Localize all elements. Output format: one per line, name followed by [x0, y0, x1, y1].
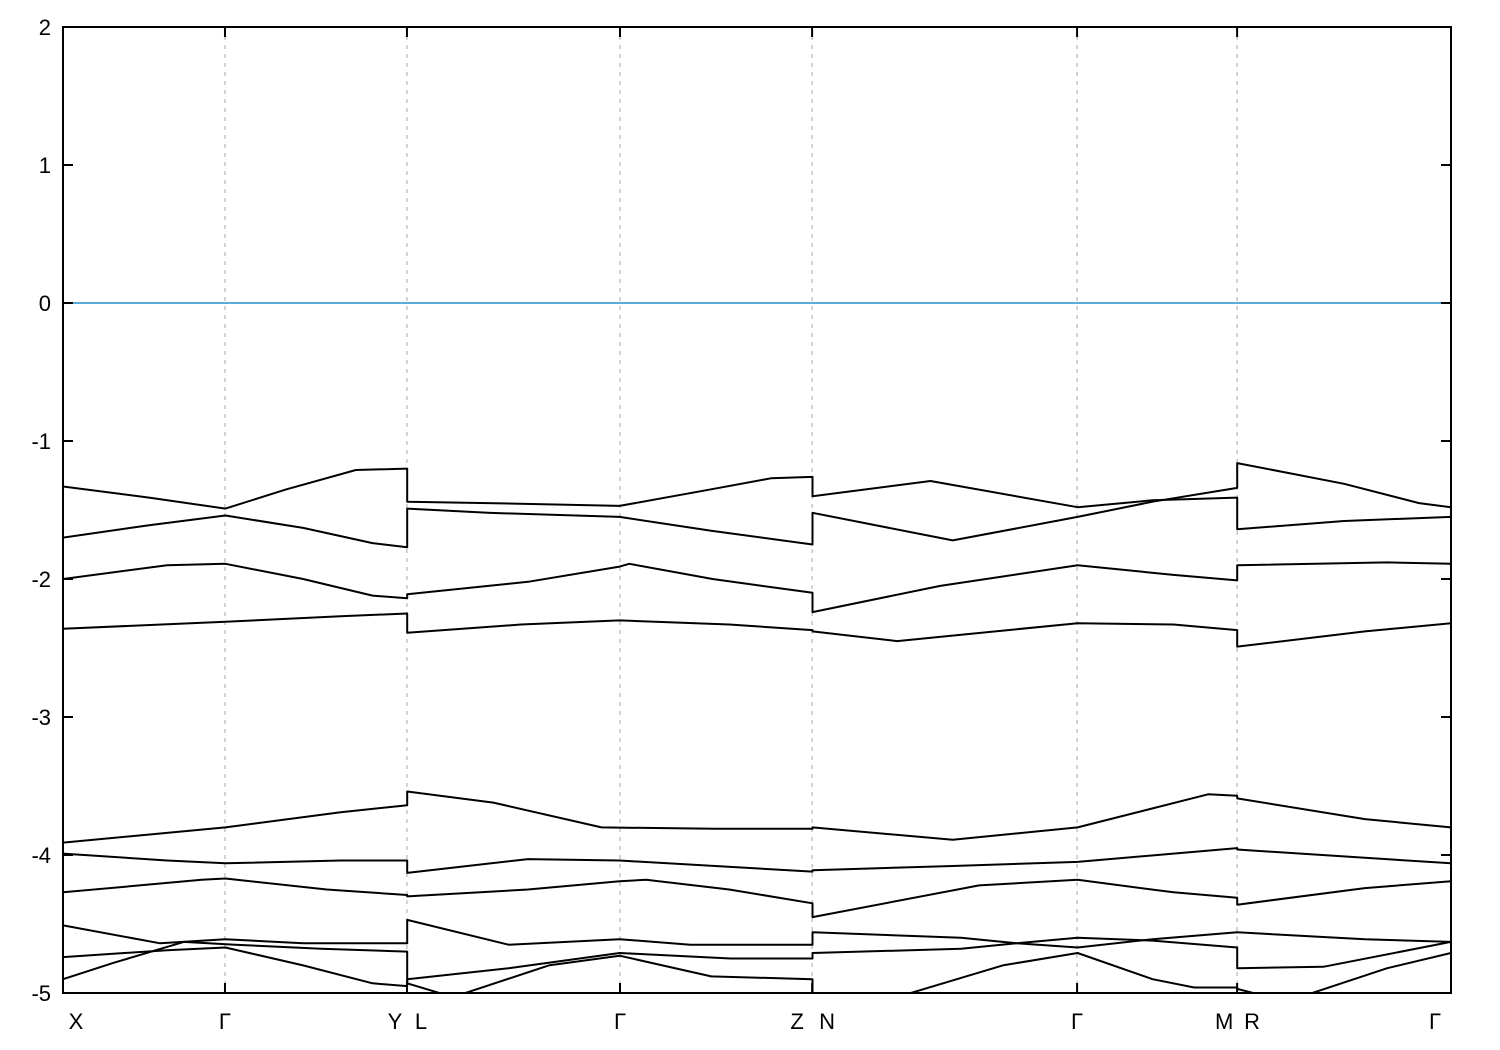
k-point-label: Γ [219, 1009, 231, 1034]
y-tick-label: 1 [39, 153, 51, 178]
k-point-label: Γ [614, 1009, 626, 1034]
y-tick-label: -1 [31, 429, 51, 454]
k-point-label: Z [790, 1009, 803, 1034]
k-point-label: L [415, 1009, 427, 1034]
band-1-line [63, 467, 1451, 531]
y-tick-label: -4 [31, 843, 51, 868]
k-point-label: Γ [1071, 1009, 1083, 1034]
y-tick-label: -3 [31, 705, 51, 730]
k-point-label: Y [388, 1009, 403, 1034]
band-6-line [63, 847, 1451, 874]
y-tick-label: -5 [31, 981, 51, 1006]
plot-border [62, 26, 1452, 994]
band-3-line [63, 561, 1451, 614]
y-tick-label: 0 [39, 291, 51, 316]
y-tick-label: 2 [39, 15, 51, 40]
bands-group [63, 462, 1451, 993]
band-8-line [63, 918, 1451, 949]
band-5-line [63, 790, 1451, 844]
band-7-line [63, 877, 1451, 919]
k-point-label: M [1215, 1009, 1233, 1034]
band-2-line [63, 462, 1451, 549]
y-tick-label: -2 [31, 567, 51, 592]
k-point-label: Γ [1429, 1009, 1441, 1034]
band-9-line [63, 936, 1451, 988]
k-point-label: N [819, 1009, 835, 1034]
band-4-line [63, 612, 1451, 648]
k-point-label: R [1244, 1009, 1260, 1034]
k-point-label: X [69, 1009, 84, 1034]
